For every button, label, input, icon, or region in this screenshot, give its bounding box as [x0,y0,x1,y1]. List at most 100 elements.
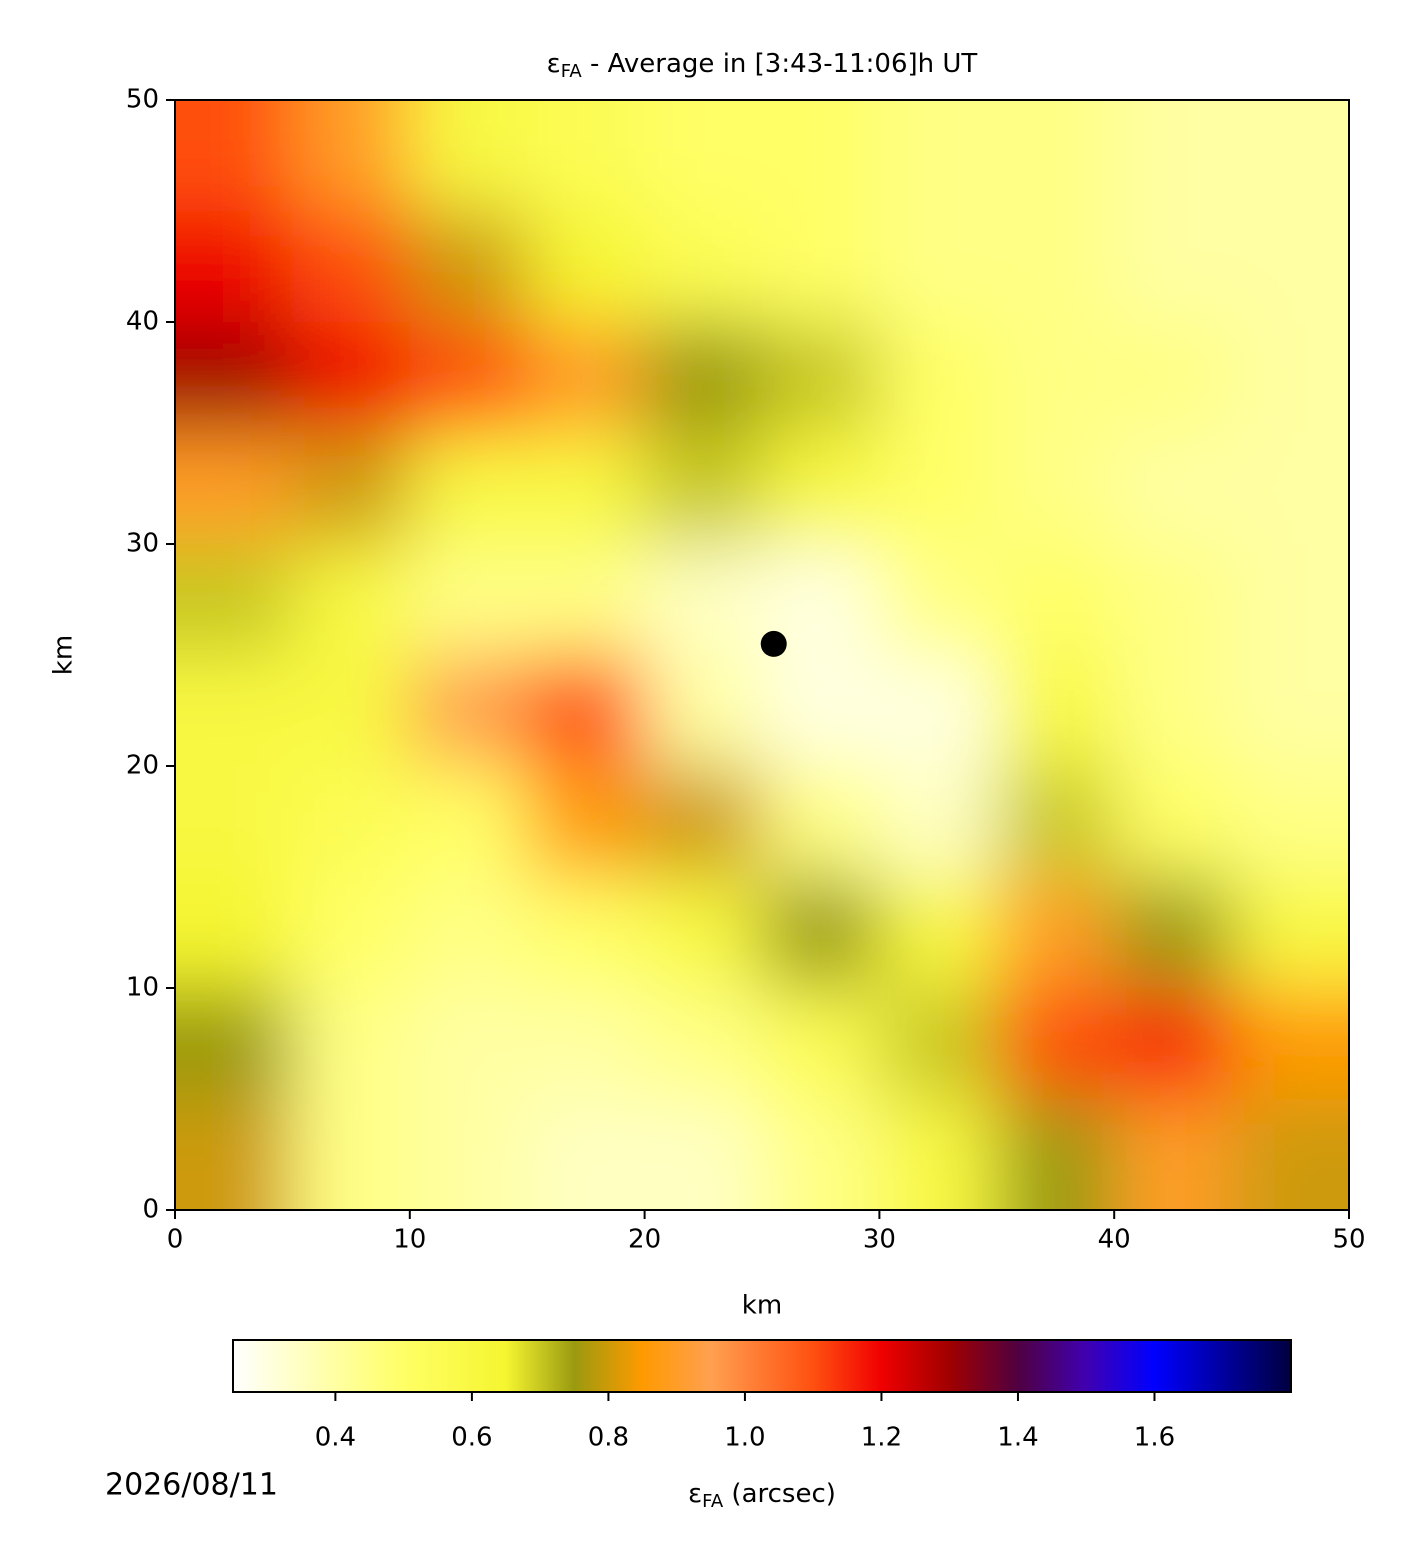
colorbar-tick-label: 1.4 [997,1423,1038,1453]
x-tick-label: 50 [1332,1225,1365,1255]
heat-cell [527,544,646,656]
y-tick-label: 10 [126,973,159,1003]
heat-cell [1231,877,1349,989]
heat-cell [292,322,411,434]
heat-cell [996,766,1116,878]
heat-cell [527,877,646,989]
heat-cell [292,100,411,212]
x-tick-label: 40 [1098,1225,1131,1255]
x-axis-label: km [742,1291,782,1321]
heat-cell [1231,1099,1349,1210]
heat-cell [175,433,294,545]
field [175,100,1349,1210]
heat-cell [644,433,763,545]
heat-cell [409,766,529,878]
heat-cell [527,433,646,545]
y-tick-label: 40 [126,307,159,337]
heat-cell [1114,877,1233,989]
heat-cell [175,655,294,767]
heat-cell [762,655,881,767]
heat-cell [175,766,294,878]
heat-cell [175,988,294,1100]
heat-cell [644,100,763,212]
x-tick-label: 30 [863,1225,896,1255]
heat-cell [996,211,1116,323]
heat-cell [1231,766,1349,878]
x-tick-label: 0 [167,1225,184,1255]
marker [760,630,787,657]
heat-cell [527,766,646,878]
colorbar [232,1339,1292,1393]
heat-cell [996,322,1116,434]
x-tick-label: 10 [393,1225,426,1255]
heat-cell [527,1099,646,1210]
heat-cell [762,433,881,545]
heat-cell [409,877,529,989]
heat-cell [644,655,763,767]
y-tick-label: 30 [126,529,159,559]
heat-cell [527,322,646,434]
heat-cell [1231,322,1349,434]
heat-cell [1114,988,1233,1100]
heat-cell [879,433,998,545]
heat-cell [996,433,1116,545]
heat-cell [1114,322,1233,434]
heat-cell [644,766,763,878]
heat-cell [292,877,411,989]
x-tick-label: 20 [628,1225,661,1255]
heat-cell [527,100,646,212]
heat-cell [292,988,411,1100]
heat-cell [996,1099,1116,1210]
heat-cell [644,877,763,989]
heat-cell [762,100,881,212]
heat-cell [1231,544,1349,656]
heat-cell [175,211,294,323]
heat-cell [292,1099,411,1210]
heat-cell [175,1099,294,1210]
heat-cell [409,433,529,545]
heat-cell [1114,1099,1233,1210]
date-footer: 2026/08/11 [105,1468,278,1503]
heat-cell [527,655,646,767]
heat-cell [762,766,881,878]
heat-cell [879,766,998,878]
heat-cell [1231,100,1349,212]
heat-cell [292,766,411,878]
heat-cell [409,211,529,323]
heat-cell [644,322,763,434]
heat-cell [409,322,529,434]
heat-cell [1114,211,1233,323]
heat-cell [292,433,411,545]
heat-cell [175,100,294,212]
heat-cell [1114,544,1233,656]
colorbar-label: εFA (arcsec) [688,1479,836,1513]
heat-cell [409,544,529,656]
heat-cell [879,1099,998,1210]
heat-cell [292,655,411,767]
y-axis-label: km [49,635,79,675]
heat-cell [175,322,294,434]
colorbar-tick-label: 0.6 [451,1423,492,1453]
heat-cell [996,988,1116,1100]
colorbar-tick-label: 0.4 [315,1423,356,1453]
heat-cell [644,1099,763,1210]
cbar-text: (arcsec) [723,1479,836,1509]
heat-cell [175,877,294,989]
heat-cell [762,1099,881,1210]
heat-cell [996,877,1116,989]
heat-cell [1231,433,1349,545]
heat-cell [409,655,529,767]
heat-cell [762,322,881,434]
heat-cell [879,100,998,212]
y-tick-label: 50 [126,85,159,115]
heat-cell [644,544,763,656]
heat-cell [644,988,763,1100]
heat-cell [409,1099,529,1210]
title-text: - Average in [3:43-11:06]h UT [582,49,978,79]
heat-cell [1231,655,1349,767]
cbar-subscript: FA [702,1491,724,1512]
heat-cell [292,544,411,656]
heat-cell [996,655,1116,767]
title-subscript: FA [561,61,583,82]
